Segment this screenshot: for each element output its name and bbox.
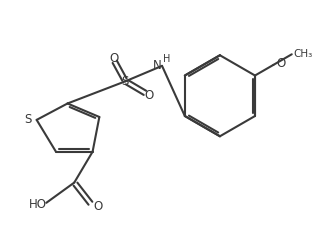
Text: S: S	[24, 113, 32, 126]
Text: CH₃: CH₃	[294, 49, 313, 59]
Text: O: O	[94, 200, 103, 213]
Text: O: O	[276, 57, 285, 70]
Text: N: N	[153, 59, 162, 72]
Text: HO: HO	[29, 198, 46, 211]
Text: O: O	[109, 52, 118, 65]
Text: O: O	[144, 89, 153, 102]
Text: H: H	[163, 54, 171, 64]
Text: S: S	[122, 75, 129, 88]
